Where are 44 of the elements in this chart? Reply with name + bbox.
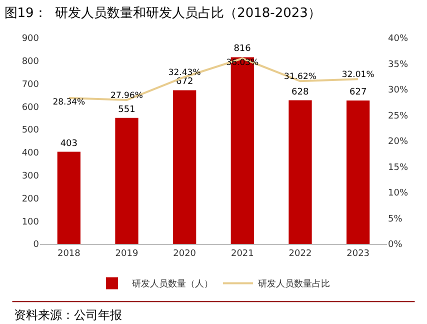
text: 资料来源：公司年报 bbox=[14, 308, 122, 322]
data-label: 627 bbox=[349, 87, 367, 98]
x-tick-label: 2019 bbox=[115, 248, 138, 259]
y2-tick-label: 5% bbox=[388, 214, 403, 224]
y2-tick-label: 20% bbox=[388, 137, 408, 148]
y-tick-label: 800 bbox=[22, 57, 40, 68]
y2-tick-label: 25% bbox=[388, 111, 408, 122]
y-tick-label: 900 bbox=[22, 34, 40, 44]
data-label: 403 bbox=[60, 138, 78, 149]
bar bbox=[57, 152, 80, 244]
data-label: 27.96% bbox=[110, 90, 143, 101]
bar bbox=[173, 90, 196, 244]
x-tick-label: 2018 bbox=[57, 248, 81, 259]
y2-tick-label: 30% bbox=[388, 86, 408, 96]
y-tick-label: 600 bbox=[22, 102, 40, 113]
legend-label: 研发人员数量（人） bbox=[132, 278, 213, 290]
y-tick-label: 400 bbox=[22, 148, 40, 159]
y2-tick-label: 15% bbox=[388, 162, 408, 173]
y-tick-label: 700 bbox=[22, 80, 40, 90]
x-tick-label: 2023 bbox=[346, 248, 370, 259]
bar bbox=[346, 100, 370, 244]
data-label: 32.01% bbox=[342, 70, 374, 80]
y-tick-label: 200 bbox=[22, 194, 40, 204]
data-label: 28.34% bbox=[52, 97, 86, 108]
y2-tick-label: 0% bbox=[388, 240, 403, 250]
x-tick-label: 2022 bbox=[288, 248, 312, 259]
data-label: 32.43% bbox=[168, 68, 201, 78]
y2-tick-label: 35% bbox=[388, 60, 408, 70]
data-label: 551 bbox=[118, 104, 136, 115]
bar bbox=[115, 118, 138, 244]
data-label: 816 bbox=[234, 44, 252, 54]
x-tick-label: 2020 bbox=[173, 248, 196, 259]
bar bbox=[288, 100, 312, 244]
legend-label: 研发人员数量占比 bbox=[258, 278, 330, 290]
y-tick-label: 100 bbox=[22, 217, 40, 228]
data-label: 628 bbox=[292, 87, 309, 98]
data-label: 31.62% bbox=[284, 72, 316, 82]
x-tick-label: 2021 bbox=[230, 248, 254, 259]
y-tick-label: 500 bbox=[22, 126, 40, 136]
y-tick-label: 300 bbox=[22, 171, 40, 182]
y-tick-label: 0 bbox=[33, 240, 40, 250]
chart-title: 图19： 研发人员数量和研发人员占比（2018-2023） bbox=[4, 6, 321, 22]
y2-tick-label: 10% bbox=[388, 188, 408, 199]
y2-tick-label: 40% bbox=[388, 34, 408, 44]
